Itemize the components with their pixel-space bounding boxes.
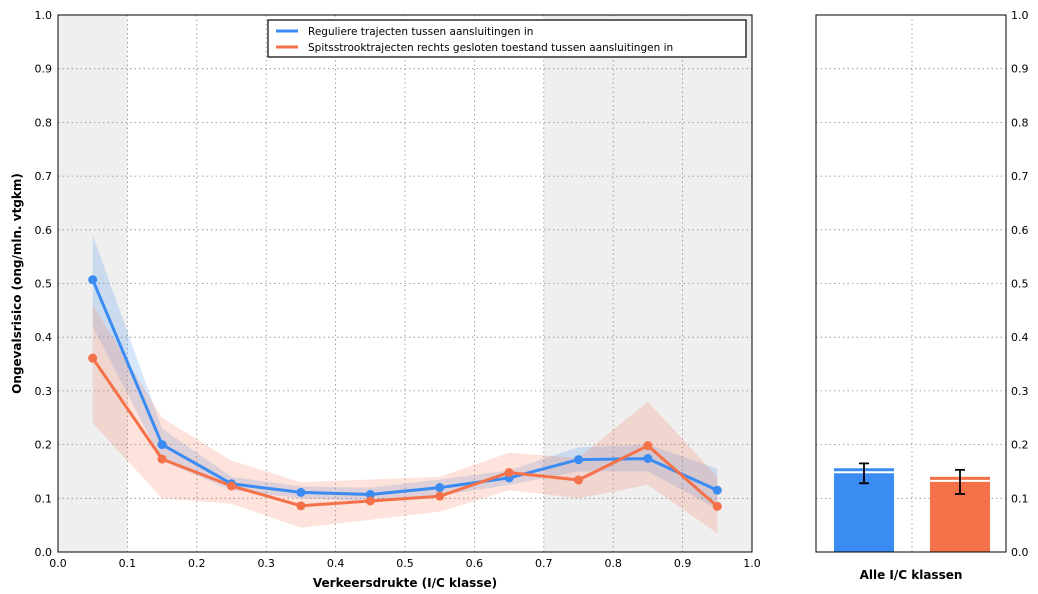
summary-y-tick-label: 0.0 <box>1011 546 1029 559</box>
summary-bars <box>834 462 990 552</box>
x-tick-label: 1.0 <box>743 557 761 570</box>
data-point <box>435 483 445 493</box>
x-tick-label: 0.6 <box>466 557 484 570</box>
data-point <box>88 353 98 363</box>
y-tick-label: 0.4 <box>35 331 53 344</box>
y-tick-label: 0.3 <box>35 385 53 398</box>
summary-y-tick-label: 0.5 <box>1011 278 1029 291</box>
data-point <box>365 496 375 506</box>
x-tick-label: 0.2 <box>188 557 206 570</box>
y-tick-label: 0.7 <box>35 170 53 183</box>
data-point <box>157 454 167 464</box>
data-point <box>504 468 514 478</box>
data-point <box>574 455 583 465</box>
y-tick-label: 0.5 <box>35 278 53 291</box>
series-points <box>88 275 722 511</box>
summary-y-tick-label: 0.2 <box>1011 439 1029 452</box>
legend: Reguliere trajecten tussen aansluitingen… <box>267 19 747 58</box>
data-point <box>712 501 722 511</box>
series-line-1 <box>91 279 718 496</box>
y-tick-label: 0.0 <box>35 546 53 559</box>
y-tick-label: 0.2 <box>35 439 53 452</box>
legend-label: Spitsstrooktrajecten rechts gesloten toe… <box>308 42 673 54</box>
summary-y-tick-label: 0.4 <box>1011 331 1029 344</box>
x-tick-labels: 0.0 0.1 0.2 0.3 0.4 0.5 0.6 0.7 0.8 0.9 1.0 <box>49 557 761 570</box>
summary-y-tick-label: 0.8 <box>1011 116 1029 129</box>
data-point <box>643 441 653 451</box>
data-point <box>296 501 306 511</box>
summary-grid-lines <box>816 15 1006 552</box>
summary-x-axis-label: Alle I/C klassen <box>860 568 963 582</box>
confidence-band-2 <box>92 305 718 534</box>
x-tick-label: 0.9 <box>674 557 692 570</box>
x-tick-label: 0.7 <box>535 557 553 570</box>
plot-frame <box>57 14 753 553</box>
y-tick-label: 0.6 <box>35 224 53 237</box>
data-point <box>643 454 653 464</box>
x-tick-label: 0.5 <box>396 557 414 570</box>
series-line-2 <box>91 357 719 508</box>
summary-y-tick-label: 1.0 <box>1011 9 1029 22</box>
series-lines <box>91 279 719 508</box>
y-tick-label: 1.0 <box>35 9 53 22</box>
y-tick-label: 0.1 <box>35 492 53 505</box>
data-point <box>435 491 445 501</box>
data-point <box>157 440 167 450</box>
x-tick-label: 0.8 <box>604 557 622 570</box>
summary-panel: 0.0 0.1 0.2 0.3 0.4 0.5 0.6 0.7 0.8 0.9 1.0 Alle I… <box>815 9 1029 582</box>
data-point <box>365 490 375 500</box>
summary-y-tick-label: 0.7 <box>1011 170 1029 183</box>
y-tick-label: 0.8 <box>35 116 53 129</box>
summary-y-tick-label: 0.3 <box>1011 385 1029 398</box>
data-point <box>296 487 306 497</box>
x-tick-label: 0.4 <box>327 557 345 570</box>
legend-label: Reguliere trajecten tussen aansluitingen… <box>308 26 533 38</box>
y-axis-label: Ongevalsrisico (ong/mln. vtgkm) <box>10 173 24 394</box>
data-point <box>227 481 236 491</box>
summary-y-tick-labels: 0.0 0.1 0.2 0.3 0.4 0.5 0.6 0.7 0.8 0.9 1.0 <box>1011 9 1029 559</box>
data-point <box>88 275 98 285</box>
x-axis-label: Verkeersdrukte (I/C klasse) <box>313 576 497 590</box>
main-panel: 0.0 0.1 0.2 0.3 0.4 0.5 0.6 0.7 0.8 0.9 1.0 0.0 0.1… <box>10 9 761 590</box>
x-tick-label: 0.0 <box>49 557 67 570</box>
x-tick-label: 0.3 <box>257 557 275 570</box>
confidence-bands <box>92 235 718 534</box>
data-point <box>712 485 722 495</box>
y-tick-labels: 0.0 0.1 0.2 0.3 0.4 0.5 0.6 0.7 0.8 0.9 1.0 <box>35 9 53 559</box>
y-tick-label: 0.9 <box>35 63 53 76</box>
legend-box <box>267 19 747 58</box>
summary-y-tick-label: 0.1 <box>1011 492 1029 505</box>
summary-frame <box>815 14 1007 553</box>
data-point <box>574 475 583 485</box>
x-tick-label: 0.1 <box>119 557 137 570</box>
summary-y-tick-label: 0.6 <box>1011 224 1029 237</box>
summary-y-tick-label: 0.9 <box>1011 63 1029 76</box>
